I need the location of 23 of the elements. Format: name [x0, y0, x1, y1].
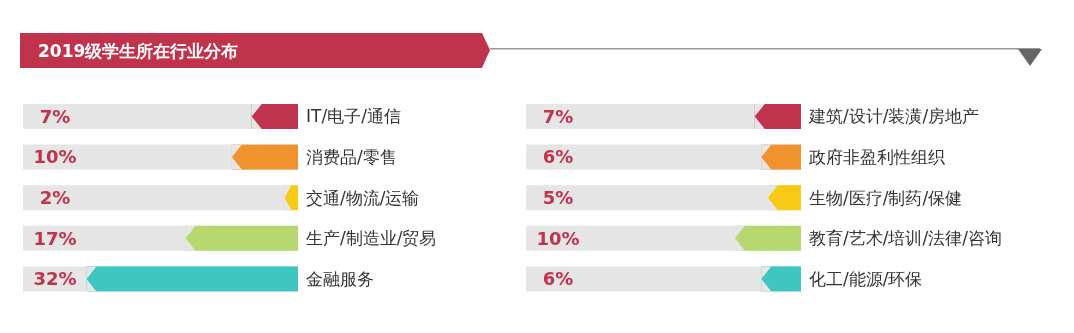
data-label: 7% [542, 105, 574, 127]
y-tick-label: 消费品/零售 [306, 146, 397, 167]
y-tick-label: 生物/医疗/制药/保健 [809, 187, 963, 208]
y-tick-label: 金融服务 [306, 268, 374, 289]
data-label: 6% [542, 268, 574, 290]
y-tick-label: 教育/艺术/培训/法律/咨询 [809, 228, 1002, 249]
y-tick-label: IT/电子/通信 [306, 106, 401, 127]
chart-title: 2019级学生所在行业分布 [38, 40, 239, 61]
y-tick-label: 政府非盈利性组织 [809, 146, 945, 167]
data-label: 32% [33, 268, 77, 290]
data-label: 10% [536, 227, 580, 249]
y-tick-label: 生产/制造业/贸易 [306, 228, 437, 249]
data-label: 5% [542, 187, 574, 208]
data-label: 6% [542, 146, 574, 168]
data-label: 17% [33, 227, 77, 249]
bar [734, 225, 801, 251]
bar [231, 144, 298, 170]
data-label: 7% [39, 105, 71, 127]
data-label: 10% [33, 146, 77, 168]
y-tick-label: 交通/物流/运输 [306, 187, 420, 208]
y-tick-label: 建筑/设计/装潢/房地产 [808, 106, 980, 127]
data-label: 2% [39, 187, 71, 208]
y-tick-label: 化工/能源/环保 [809, 268, 923, 289]
